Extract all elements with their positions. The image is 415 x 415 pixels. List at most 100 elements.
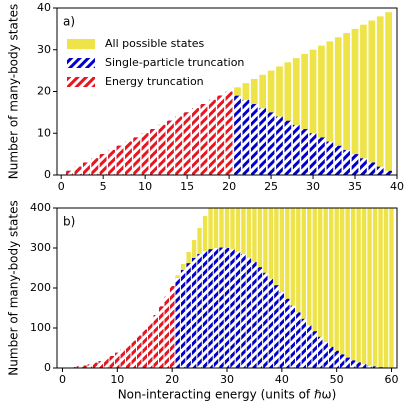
bar [126, 345, 131, 368]
bar [301, 129, 309, 175]
x-tick-label: 30 [220, 373, 234, 386]
bar [166, 120, 174, 175]
bar [312, 331, 317, 368]
bar [376, 16, 384, 175]
x-tick-label: 35 [348, 180, 362, 193]
bar [241, 254, 246, 368]
bar [150, 129, 157, 175]
bar [208, 99, 216, 175]
bar [334, 145, 342, 175]
x-tick-label: 30 [306, 180, 320, 193]
bar [99, 154, 107, 175]
bar [385, 170, 392, 175]
x-tick-label: 0 [58, 180, 65, 193]
plot-area [66, 12, 392, 175]
y-tick-label: 30 [37, 43, 51, 56]
bar [296, 312, 301, 368]
y-tick-label: 0 [44, 168, 51, 181]
bar [133, 137, 141, 175]
bar [329, 346, 334, 368]
y-axis-label: Number of many-body states [7, 4, 21, 179]
x-tick-label: 25 [264, 180, 278, 193]
bar [318, 137, 325, 175]
bar [186, 263, 191, 368]
bar [230, 249, 235, 368]
legend-swatch [67, 58, 95, 68]
bar [378, 208, 383, 368]
bar [180, 270, 186, 368]
bar [301, 208, 306, 368]
bar [367, 365, 372, 368]
bar [142, 329, 147, 368]
bar [252, 262, 257, 368]
bar [200, 104, 208, 175]
bar [246, 257, 252, 368]
bar [191, 258, 197, 368]
bar [376, 166, 384, 175]
bar [383, 208, 389, 368]
bar [285, 298, 290, 368]
bar [356, 208, 361, 368]
bar [356, 362, 361, 368]
bar [279, 208, 285, 368]
bar [326, 141, 334, 175]
bar [175, 278, 180, 368]
bar [285, 208, 290, 368]
bar [158, 124, 166, 175]
bar [350, 360, 356, 368]
bar [284, 120, 292, 175]
y-tick-label: 200 [30, 281, 51, 294]
bar [290, 305, 295, 368]
bar [351, 28, 359, 175]
bar [153, 315, 158, 368]
legend-label: All possible states [105, 37, 205, 50]
bar [93, 362, 98, 368]
bar [120, 349, 125, 368]
plot-area [65, 208, 394, 368]
y-tick-label: 0 [44, 361, 51, 374]
bar [296, 208, 301, 368]
bar [98, 361, 104, 368]
bar [389, 208, 394, 368]
bar [334, 350, 339, 368]
x-tick-label: 60 [385, 373, 399, 386]
y-tick-label: 400 [30, 201, 51, 214]
y-tick-label: 20 [37, 85, 51, 98]
bar [137, 335, 142, 368]
bar [242, 99, 250, 175]
bar [164, 296, 169, 368]
bar [307, 325, 312, 368]
bar [91, 158, 99, 175]
bar [329, 208, 334, 368]
bar [345, 357, 350, 368]
panel-label: a) [63, 15, 75, 29]
bar [326, 41, 334, 175]
bar [351, 154, 359, 175]
bar [345, 208, 350, 368]
x-tick-label: 40 [275, 373, 289, 386]
x-axis-label: Non-interacting energy (units of ℏω) [118, 388, 337, 402]
x-tick-label: 20 [165, 373, 179, 386]
bar [334, 37, 342, 175]
bar [213, 248, 219, 368]
bar [292, 58, 300, 175]
bar [263, 272, 268, 368]
bar [66, 170, 73, 175]
bar [235, 251, 241, 368]
bar [141, 133, 149, 175]
bar [301, 53, 309, 175]
bar [318, 336, 323, 368]
bar [318, 208, 323, 368]
bar [197, 254, 202, 368]
bar [339, 208, 345, 368]
bar [74, 166, 82, 175]
y-axis-label: Number of many-body states [7, 200, 21, 375]
legend-swatch [67, 77, 95, 87]
y-tick-label: 40 [37, 1, 51, 14]
bar [309, 49, 317, 175]
legend-swatch [67, 39, 95, 49]
legend-label: Single-particle truncation [105, 56, 244, 69]
bar [284, 62, 292, 175]
bar [108, 149, 115, 175]
